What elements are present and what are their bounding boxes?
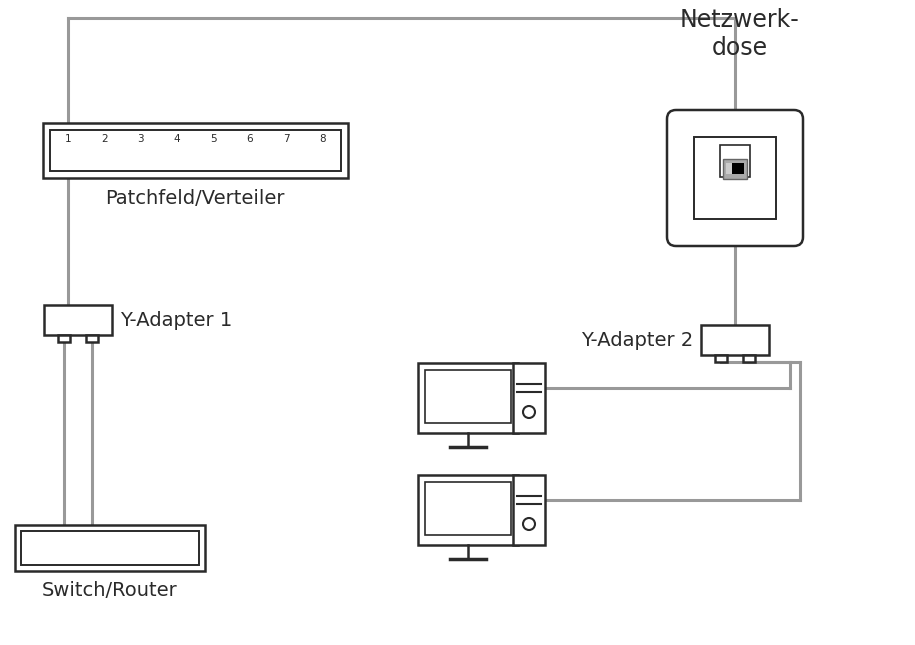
Bar [169,142,184,152]
Bar [167,535,195,561]
Bar [279,142,293,152]
Bar [513,363,545,433]
Bar [711,332,731,348]
Bar [174,535,188,545]
FancyBboxPatch shape [667,110,803,246]
Bar [315,142,329,152]
Bar [425,482,511,535]
Bar [418,363,518,433]
Text: Patchfeld/Verteiler: Patchfeld/Verteiler [105,190,285,208]
Bar [726,163,732,174]
Bar [25,535,53,561]
Bar [738,332,759,348]
Bar [60,535,88,561]
Bar [86,335,98,342]
Bar [425,370,511,423]
Bar [163,142,190,168]
Text: 1: 1 [64,134,71,143]
Bar [60,142,75,152]
Bar [32,535,46,545]
Bar [418,475,518,545]
Text: Y-Adapter 2: Y-Adapter 2 [581,330,693,350]
Circle shape [523,518,535,530]
Bar [21,531,199,565]
Bar [199,142,227,168]
Bar [701,325,769,355]
Text: 3: 3 [137,134,144,143]
Text: 6: 6 [246,134,253,143]
Bar [723,159,747,179]
Bar [126,142,155,168]
Bar [743,355,755,362]
Bar [720,145,750,177]
Text: 8: 8 [319,134,326,143]
Text: 2: 2 [101,134,107,143]
Bar [726,163,744,174]
Text: Switch/Router: Switch/Router [42,581,178,600]
Bar [308,142,336,168]
Bar [513,475,545,545]
Bar [236,142,264,168]
Text: 4: 4 [174,134,180,143]
Bar [716,332,727,338]
Bar [58,335,70,342]
Text: Netzwerk-
dose: Netzwerk- dose [680,8,800,60]
Bar [138,535,153,545]
Bar [694,137,776,219]
Text: 5: 5 [210,134,217,143]
Bar [59,312,70,318]
Bar [242,142,257,152]
Bar [87,312,98,318]
Bar [81,312,102,328]
Bar [54,142,81,168]
Bar [206,142,221,152]
Bar [49,130,340,170]
Text: Y-Adapter 1: Y-Adapter 1 [120,310,232,330]
Bar [67,535,81,545]
Bar [744,332,755,338]
Bar [15,525,205,571]
Bar [715,355,727,362]
Bar [272,142,300,168]
Bar [134,142,147,152]
Bar [97,142,112,152]
Bar [96,535,124,561]
Bar [53,312,74,328]
Bar [102,535,117,545]
Bar [132,535,159,561]
Bar [91,142,118,168]
Circle shape [523,406,535,418]
Text: 7: 7 [283,134,289,143]
Bar [42,123,348,177]
Bar [44,305,112,335]
